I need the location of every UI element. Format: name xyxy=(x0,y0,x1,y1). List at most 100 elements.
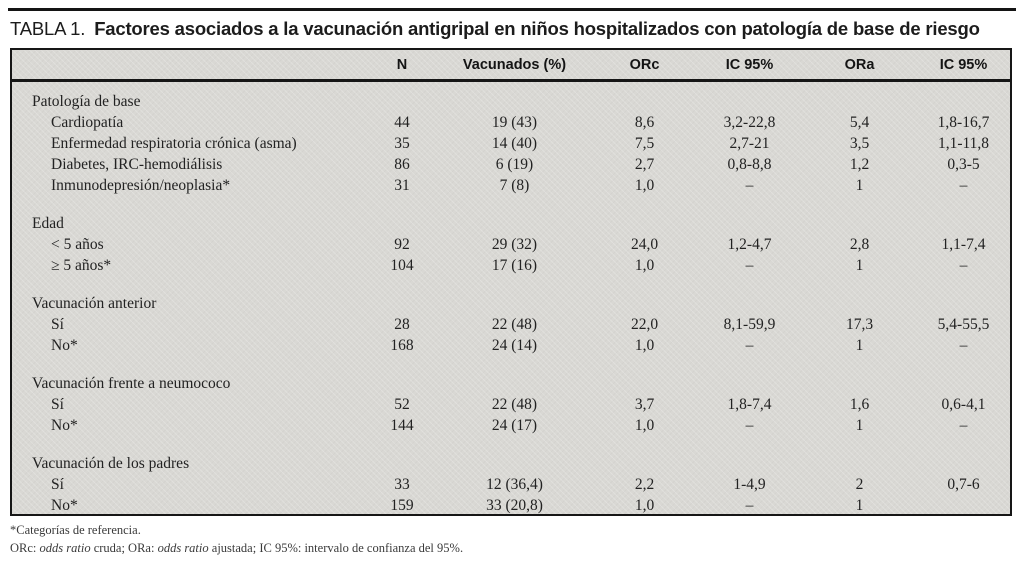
table-cell: 22 (48) xyxy=(491,316,538,333)
group-header-label: Vacunación de los padres xyxy=(32,455,190,472)
table-row: Cardiopatía 44 19 (43) 8,6 3,2-22,8 5,4 1,8-16… xyxy=(12,112,1010,133)
table-cell: 35 xyxy=(394,135,410,152)
row-label: ≥ 5 años* xyxy=(51,257,112,274)
group-header-label: Vacunación anterior xyxy=(32,295,157,312)
row-label: < 5 años xyxy=(51,236,104,253)
column-header-ic95-ajustado: IC 95% xyxy=(917,50,1010,82)
table-cell: 8,1-59,9 xyxy=(723,316,776,333)
table-cell: 2,7 xyxy=(634,156,655,173)
table-row: Sí 28 22 (48) 22,0 8,1-59,9 17,3 5,4-55,5 xyxy=(12,314,1010,335)
table-row: Inmunodepresión/neoplasia* 31 7 (8) 1,0 – 1 – xyxy=(12,175,1010,196)
table-cell: 2,7-21 xyxy=(729,135,770,152)
table-cell: 144 xyxy=(390,417,414,434)
section-spacer xyxy=(12,276,1010,293)
table-cell: 12 (36,4) xyxy=(486,476,543,493)
table-cell: 44 xyxy=(394,114,410,131)
table-row: Enfermedad respiratoria crónica (asma) 35… xyxy=(12,133,1010,154)
section-spacer xyxy=(12,196,1010,213)
group-header-label: Patología de base xyxy=(32,93,141,110)
table-cell: – xyxy=(959,337,968,354)
table-cell: 1 xyxy=(855,497,864,514)
table-cell: 29 (32) xyxy=(491,236,538,253)
table-cell: 1,1-7,4 xyxy=(941,236,986,253)
table-cell: 52 xyxy=(394,396,410,413)
table-cell: 159 xyxy=(390,497,414,514)
table-cell: 24 (17) xyxy=(491,417,538,434)
table-cell: 1,2 xyxy=(849,156,870,173)
footnote-text: cruda; ORa: xyxy=(90,541,158,555)
table-cell: 1,0 xyxy=(634,337,655,354)
row-label: Sí xyxy=(51,476,64,493)
footnote-text: ajustada; IC 95%: intervalo de confianza… xyxy=(208,541,464,555)
table-cell: 6 (19) xyxy=(495,156,534,173)
footnote-reference: *Categorías de referencia. xyxy=(10,523,141,537)
footnotes: *Categorías de referencia. ORc: odds rat… xyxy=(10,521,463,557)
table-number: TABLA 1. xyxy=(10,18,86,39)
table-cell: 1 xyxy=(855,257,864,274)
group-header-label: Edad xyxy=(32,215,64,232)
table-cell: 0,3-5 xyxy=(947,156,980,173)
group-header-row: Vacunación anterior xyxy=(12,293,1010,314)
table-row: No* 168 24 (14) 1,0 – 1 – xyxy=(12,335,1010,356)
table-cell: – xyxy=(959,177,968,194)
table-cell: 17,3 xyxy=(845,316,874,333)
table-cell: 2 xyxy=(855,476,864,493)
table-cell: 5,4 xyxy=(849,114,870,131)
table-row: Sí 33 12 (36,4) 2,2 1-4,9 2 0,7-6 xyxy=(12,474,1010,495)
footnote-italic-term: odds ratio xyxy=(157,541,209,555)
row-label: Sí xyxy=(51,396,64,413)
spacer-cell xyxy=(12,81,1010,92)
column-header-vacunados: Vacunados (%) xyxy=(437,50,592,82)
table-cell: 19 (43) xyxy=(491,114,538,131)
column-header-ora: ORa xyxy=(802,50,917,82)
table-caption: Factores asociados a la vacunación antig… xyxy=(94,18,980,39)
table-cell: 86 xyxy=(394,156,410,173)
table-cell: 1,1-11,8 xyxy=(937,135,990,152)
table-cell: 22 (48) xyxy=(491,396,538,413)
table-cell: 1,8-16,7 xyxy=(937,114,990,131)
table-cell: 8,6 xyxy=(634,114,655,131)
row-label: Sí xyxy=(51,316,64,333)
footnote-text: ORc: xyxy=(10,541,40,555)
table-cell: 3,5 xyxy=(849,135,870,152)
table-row: < 5 años 92 29 (32) 24,0 1,2-4,7 2,8 1,1-7,4 xyxy=(12,234,1010,255)
table-cell: 2,2 xyxy=(634,476,655,493)
row-label: Inmunodepresión/neoplasia* xyxy=(51,177,231,194)
group-header-row: Vacunación frente a neumococo xyxy=(12,373,1010,394)
table-cell: 1,6 xyxy=(849,396,870,413)
table-row: No* 144 24 (17) 1,0 – 1 – xyxy=(12,415,1010,436)
top-rule xyxy=(8,8,1016,11)
row-label: Enfermedad respiratoria crónica (asma) xyxy=(51,135,297,152)
row-label: No* xyxy=(51,337,78,354)
table-cell: – xyxy=(959,417,968,434)
group-header-row: Vacunación de los padres xyxy=(12,453,1010,474)
table-cell: – xyxy=(745,417,754,434)
table-cell: 3,2-22,8 xyxy=(723,114,776,131)
table-cell: 7,5 xyxy=(634,135,655,152)
table-cell: – xyxy=(745,337,754,354)
table-body: Patología de base Cardiopatía 44 19 (43) 8,6… xyxy=(12,81,1010,517)
table-cell: – xyxy=(745,177,754,194)
table-cell: 1 xyxy=(855,177,864,194)
table-cell: 33 (20,8) xyxy=(486,497,543,514)
table-cell: 168 xyxy=(390,337,414,354)
table-row: Diabetes, IRC-hemodiálisis 86 6 (19) 2,7 0,8… xyxy=(12,154,1010,175)
table-cell: 1,8-7,4 xyxy=(727,396,772,413)
column-header-n: N xyxy=(367,50,437,82)
table-title: TABLA 1. Factores asociados a la vacunaci… xyxy=(10,18,980,40)
table-cell: – xyxy=(745,257,754,274)
table-cell: – xyxy=(959,257,968,274)
group-header-label: Vacunación frente a neumococo xyxy=(32,375,231,392)
table-cell: 7 (8) xyxy=(499,177,530,194)
table-cell: 1,2-4,7 xyxy=(727,236,772,253)
table-cell: 1,0 xyxy=(634,417,655,434)
table-cell: 1,0 xyxy=(634,177,655,194)
section-spacer xyxy=(12,356,1010,373)
row-label: Cardiopatía xyxy=(51,114,124,131)
group-header-row: Patología de base xyxy=(12,91,1010,112)
table-cell: 1-4,9 xyxy=(733,476,766,493)
table-cell: 24,0 xyxy=(630,236,659,253)
spacer-cell xyxy=(12,356,1010,373)
data-table: N Vacunados (%) ORc IC 95% ORa IC 95% Pa… xyxy=(12,50,1010,516)
row-label: No* xyxy=(51,417,78,434)
